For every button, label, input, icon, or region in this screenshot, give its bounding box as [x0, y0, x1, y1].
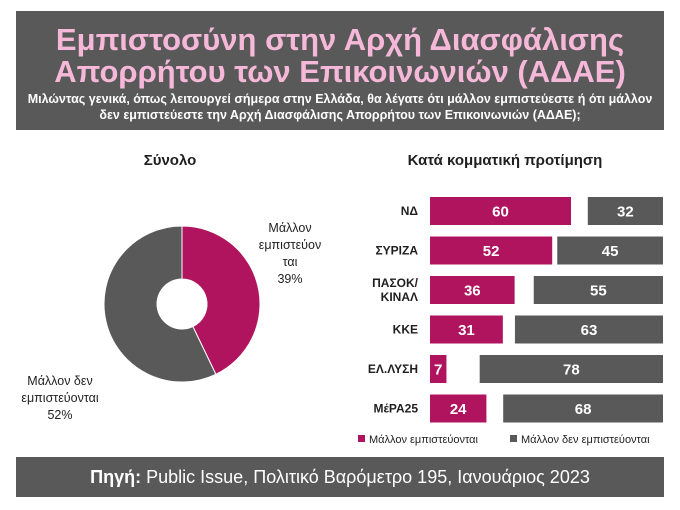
distrust-bar: [514, 315, 663, 344]
trust-value-label: 60: [492, 204, 509, 221]
trust-value-label: 36: [464, 283, 481, 300]
category-label: ΠΑΣΟΚ/: [372, 276, 419, 290]
pie-chart-title: Σύνολο: [143, 152, 197, 169]
source-text: Public Issue, Πολιτικό Βαρόμετρο 195, Ια…: [146, 467, 590, 487]
trust-value-label: 24: [450, 401, 467, 418]
distrust-value-label: 32: [617, 204, 634, 221]
distrust-bar: [503, 394, 663, 423]
distrust-value-label: 63: [581, 322, 598, 339]
category-label: ΚΚΕ: [393, 323, 418, 337]
pie-slice: [103, 225, 217, 383]
trust-bar: [430, 394, 487, 423]
survey-question: Μιλώντας γενικά, όπως λειτουργεί σήμερα …: [27, 92, 653, 122]
pie-category-label: εμπιστεύονται: [21, 391, 98, 405]
page-title-line1: Εμπιστοσύνη στην Αρχή Διασφάλισης: [55, 22, 625, 57]
trust-bar: [430, 236, 553, 265]
source-footer: Πηγή: Public Issue, Πολιτικό Βαρόμετρο 1…: [16, 457, 664, 497]
legend-label: Μάλλον δεν εμπιστεύονται: [521, 434, 650, 446]
category-label: ΝΔ: [401, 204, 419, 218]
trust-value-label: 52: [483, 243, 500, 260]
page-title-line2: Απορρήτου των Επικοινωνιών (ΑΔΑΕ): [54, 54, 626, 89]
distrust-value-label: 55: [590, 283, 607, 300]
source-label: Πηγή:: [90, 467, 142, 487]
legend-swatch: [358, 435, 365, 442]
trust-bar: [430, 276, 515, 304]
distrust-value-label: 45: [602, 243, 619, 260]
bar-chart-title: Κατά κομματική προτίμηση: [407, 152, 603, 169]
pie-category-label: εμπιστεύον: [259, 238, 321, 252]
header-banner: Εμπιστοσύνη στην Αρχή Διασφάλισης Απορρή…: [16, 11, 664, 130]
distrust-value-label: 68: [575, 401, 592, 418]
pie-value-label: 39%: [277, 272, 302, 286]
pie-category-label: ται: [283, 255, 298, 269]
trust-value-label: 7: [434, 362, 442, 379]
legend-swatch: [510, 435, 517, 442]
distrust-bar: [479, 355, 663, 383]
pie-value-label: 52%: [47, 408, 72, 422]
trust-value-label: 31: [458, 322, 475, 339]
distrust-bar: [557, 236, 663, 265]
trust-bar: [430, 315, 503, 344]
bar-chart: ΝΔ 60 32 ΣΥΡΙΖΑ 52 45 ΠΑΣΟΚ/ΚΙΝΑΛ 36 55 ΚΚΕ 31 63 ΕΛ…: [358, 197, 663, 446]
pie-category-label: Μάλλον: [268, 221, 311, 235]
trust-bar: [430, 197, 571, 225]
distrust-value-label: 78: [563, 362, 580, 379]
distrust-bar: [587, 197, 663, 225]
pie-category-label: Μάλλον δεν: [27, 374, 92, 388]
category-label: ΚΙΝΑΛ: [381, 290, 418, 304]
distrust-bar: [533, 276, 663, 304]
trust-bar: [430, 355, 447, 383]
category-label: ΣΥΡΙΖΑ: [375, 244, 418, 258]
category-label: ΜέΡΑ25: [373, 402, 418, 416]
legend-label: Μάλλον εμπιστεύονται: [369, 434, 479, 446]
category-label: ΕΛ.ΛΥΣΗ: [368, 362, 418, 376]
pie-slice: [181, 225, 261, 375]
